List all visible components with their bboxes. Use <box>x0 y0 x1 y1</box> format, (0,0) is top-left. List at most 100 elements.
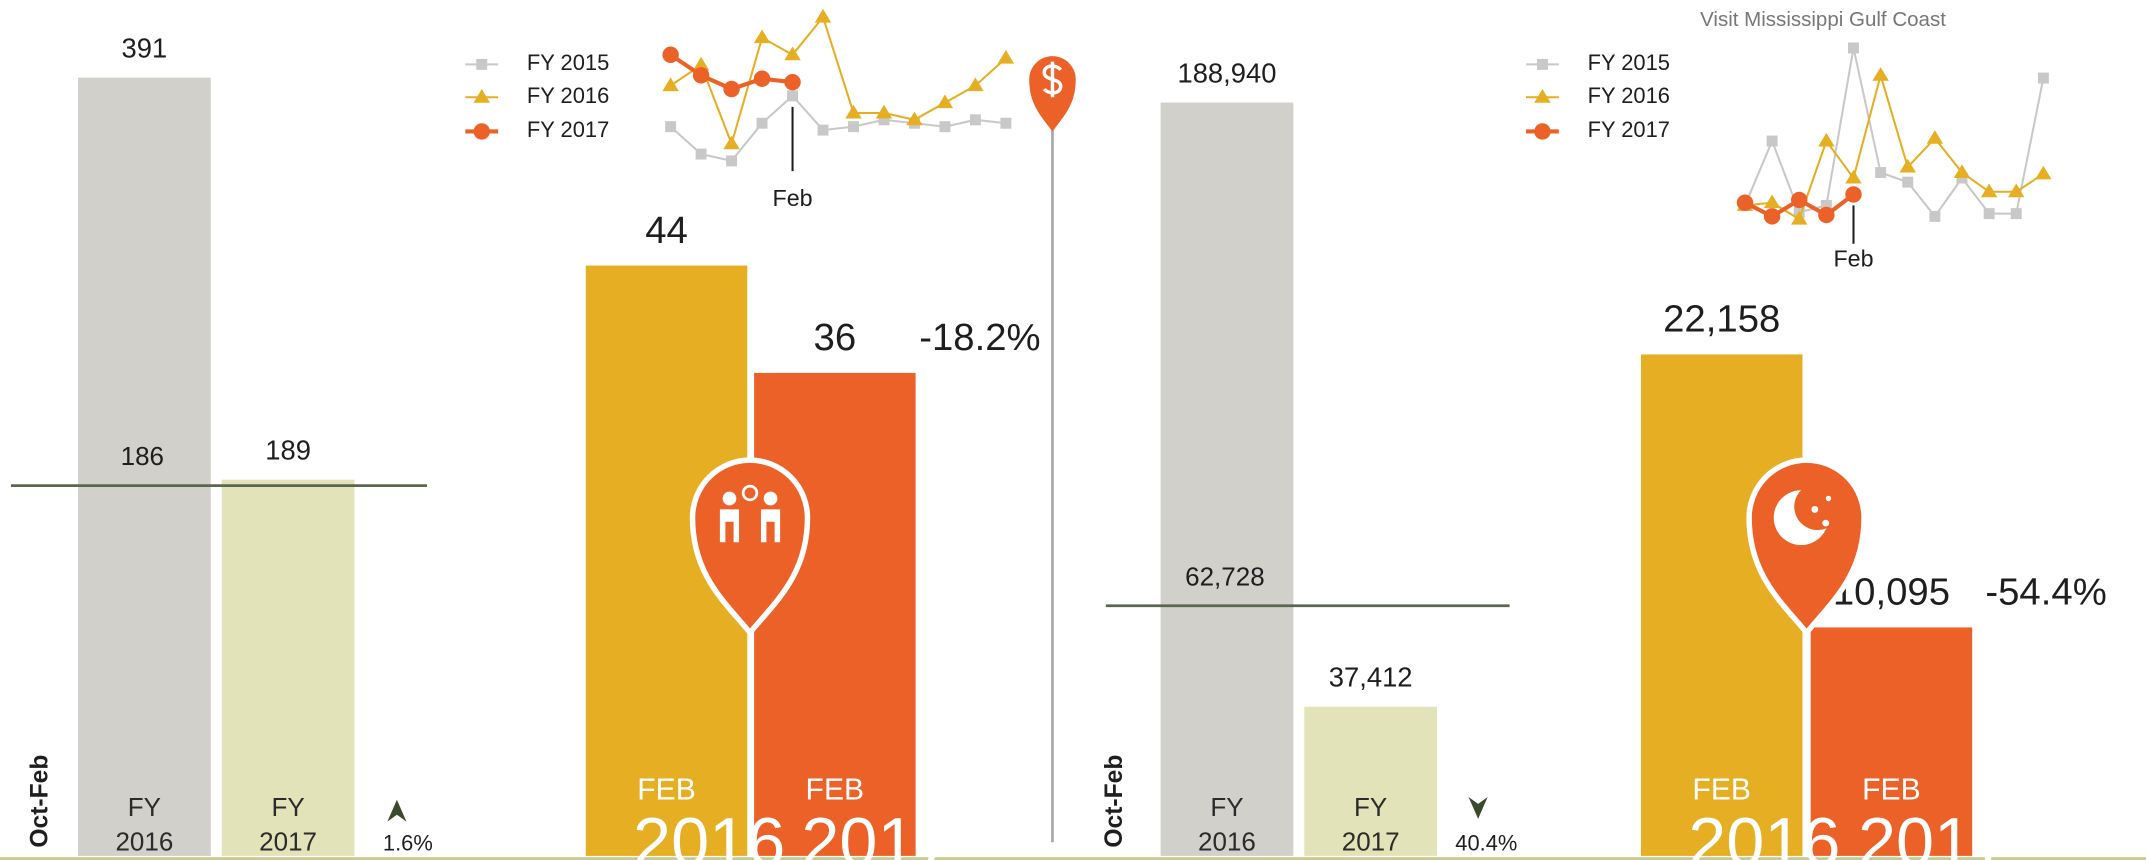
bar <box>78 77 211 856</box>
change-arrow <box>1468 797 1488 819</box>
category-text: FEB 2016 <box>1688 772 1841 860</box>
pin-icon <box>719 509 781 543</box>
pin-icon <box>722 491 737 506</box>
legend-marker <box>473 123 490 140</box>
point <box>939 121 951 133</box>
point <box>1845 186 1862 203</box>
category-text: FEB 2016 <box>633 772 786 860</box>
point <box>1902 176 1914 188</box>
point <box>756 117 768 129</box>
pin <box>689 457 811 638</box>
point <box>662 77 679 92</box>
category-text: FY 2017 <box>1341 794 1400 858</box>
point <box>1983 208 1995 220</box>
change-arrow <box>387 799 407 822</box>
legend-label: FY 2017 <box>527 117 609 142</box>
legend-label: FY 2015 <box>1588 50 1670 75</box>
pin-shape <box>689 457 811 638</box>
series-line <box>669 94 1007 163</box>
point <box>1848 42 1859 54</box>
dollar-pin <box>1029 56 1076 132</box>
value-label: 44 <box>645 209 688 252</box>
change-label: 1.6% <box>383 831 433 856</box>
pin-icon <box>1794 483 1841 530</box>
point <box>726 155 738 167</box>
point <box>997 49 1015 64</box>
point <box>1000 117 1012 129</box>
point <box>817 124 829 136</box>
legend-marker <box>473 89 490 103</box>
point <box>1820 199 1832 211</box>
category-text: FY 2016 <box>1198 794 1256 858</box>
category-text: FY 2017 <box>259 794 318 858</box>
reference-label: 186 <box>121 441 164 471</box>
chart-title: Visit Mississippi Gulf Coast <box>1700 8 1946 31</box>
point <box>1791 210 1808 225</box>
bar <box>1640 354 1803 856</box>
legend-label: FY 2016 <box>1588 83 1670 108</box>
point <box>723 135 740 150</box>
category-text: FEB 2017 <box>801 772 954 860</box>
period-label: Oct-Feb <box>1101 755 1128 848</box>
point <box>969 114 981 126</box>
category-text: FY 2016 <box>115 794 174 858</box>
point <box>1791 191 1808 209</box>
value-label: 189 <box>265 435 311 466</box>
value-label: 391 <box>122 32 168 63</box>
point <box>753 29 771 44</box>
point <box>662 46 679 63</box>
change-label: -54.4% <box>1985 571 2106 614</box>
point <box>845 104 862 119</box>
point <box>2037 72 2049 84</box>
point <box>1953 164 1971 179</box>
category-label: FY 2016 <box>78 792 211 860</box>
point <box>753 70 771 87</box>
point <box>878 114 890 126</box>
change-label: 40.4% <box>1455 831 1517 856</box>
series-line <box>670 14 1007 148</box>
point <box>695 148 707 160</box>
point <box>1736 194 1754 211</box>
reference-label: 62,728 <box>1185 561 1265 591</box>
bar <box>1810 627 1973 856</box>
point <box>1980 183 1998 198</box>
category-label: FEB 2016 <box>1641 764 1841 860</box>
point <box>1929 210 1941 222</box>
point <box>1818 206 1835 224</box>
point <box>723 80 740 98</box>
value-label: 188,940 <box>1177 57 1276 88</box>
category-label: FEB 2016 <box>586 764 786 860</box>
point <box>1763 194 1781 209</box>
point <box>784 73 801 91</box>
change-label: -18.2% <box>919 316 1040 359</box>
point <box>906 111 923 126</box>
point <box>875 104 893 119</box>
annotation-label: Feb <box>1833 245 1873 271</box>
bar <box>1304 706 1438 856</box>
legend-label: FY 2017 <box>1588 117 1670 142</box>
category-label: FY 2017 <box>1304 792 1437 860</box>
point <box>1872 67 1889 81</box>
point <box>2010 208 2022 220</box>
point <box>1845 169 1862 184</box>
pin-icon <box>741 484 759 502</box>
value-label: 22,158 <box>1663 298 1780 341</box>
pin <box>1746 457 1867 638</box>
point <box>692 67 710 84</box>
pin-icon <box>1822 519 1830 527</box>
point <box>1818 132 1835 147</box>
point <box>814 8 832 23</box>
series-line <box>1744 71 2044 221</box>
value-label: 36 <box>814 316 857 359</box>
point <box>1763 208 1781 225</box>
point <box>1899 158 1916 173</box>
point <box>967 77 984 92</box>
bar <box>1160 102 1294 856</box>
legend-marker <box>1534 123 1551 140</box>
legend-marker <box>1534 89 1551 103</box>
point <box>787 90 799 102</box>
point <box>2008 183 2025 198</box>
